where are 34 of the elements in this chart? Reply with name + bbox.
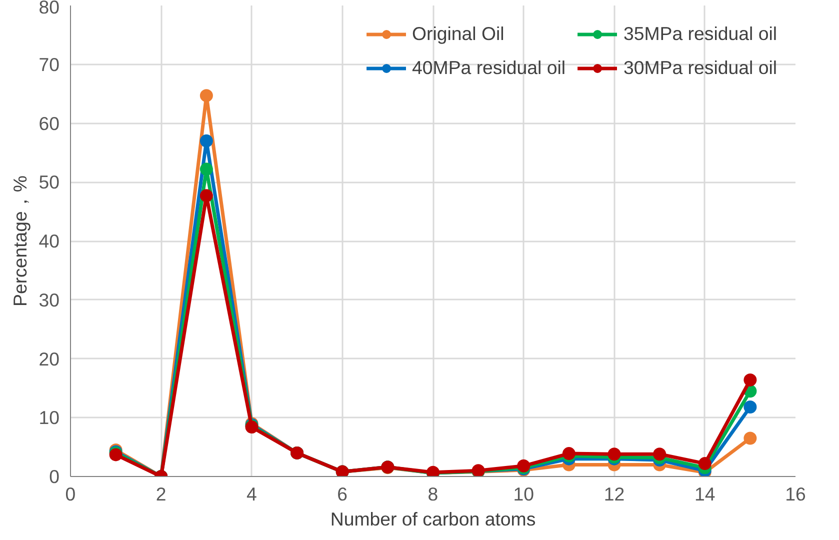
y-tick-label: 80	[38, 0, 60, 18]
y-tick-label: 0	[49, 466, 60, 487]
x-tick-label: 6	[337, 484, 348, 504]
legend-label: Original Oil	[412, 23, 504, 45]
x-tick-label: 14	[694, 484, 716, 504]
point	[744, 432, 757, 445]
y-tick-label: 70	[38, 54, 60, 75]
point	[200, 162, 213, 176]
point	[744, 373, 757, 386]
y-tick-label: 10	[38, 407, 60, 428]
x-tick-label: 8	[428, 484, 438, 504]
y-tick-label: 40	[38, 230, 60, 252]
x-tick-label: 10	[513, 484, 534, 504]
point	[698, 457, 712, 470]
y-tick-label: 60	[38, 112, 60, 134]
x-tick-label: 12	[604, 484, 625, 504]
x-tick-label: 16	[785, 484, 806, 504]
y-tick-label: 50	[38, 172, 60, 193]
point	[200, 134, 213, 148]
y-tick-label: 20	[38, 348, 60, 370]
x-tick-label: 0	[65, 484, 76, 504]
point	[744, 400, 757, 414]
point	[200, 89, 213, 102]
x-tick-label: 2	[156, 484, 166, 504]
x-axis-title: Number of carbon atoms	[330, 508, 536, 530]
legend-label: 30MPa residual oil	[624, 57, 777, 79]
y-axis-title: Percentage，%	[10, 175, 31, 307]
legend-label: 35MPa residual oil	[624, 23, 777, 45]
x-tick-label: 4	[246, 484, 257, 504]
point	[608, 448, 621, 461]
point	[200, 189, 213, 202]
legend-label: 40MPa residual oil	[412, 57, 566, 79]
y-tick-label: 30	[38, 289, 60, 310]
point	[653, 448, 666, 461]
